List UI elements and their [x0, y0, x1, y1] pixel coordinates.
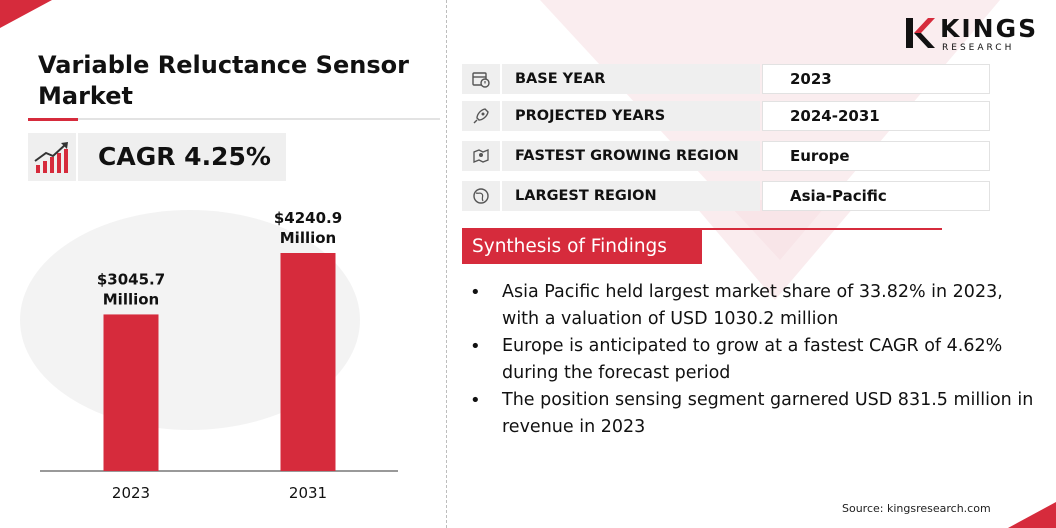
cagr-value: CAGR 4.25% [78, 133, 286, 181]
brand-name: KINGS [940, 14, 1039, 43]
title-underline [28, 118, 440, 121]
page-title: Variable Reluctance Sensor Market [38, 51, 409, 110]
info-row-label: FASTEST GROWING REGION [502, 141, 760, 171]
bar-2031 [280, 253, 336, 471]
brand-logo: KINGS RESEARCH [904, 16, 1036, 54]
info-row-label: LARGEST REGION [502, 181, 760, 211]
info-row: BASE YEAR 2023 [462, 64, 990, 94]
data-label: $4240.9 [274, 209, 342, 227]
finding-item: Asia Pacific held largest market share o… [470, 279, 1040, 333]
findings-list: Asia Pacific held largest market share o… [470, 279, 1040, 441]
x-tick-label: 2023 [112, 484, 150, 502]
synthesis-rule [462, 228, 942, 230]
bar-2023 [103, 314, 159, 471]
x-tick-label: 2031 [289, 484, 327, 502]
info-row-value: 2023 [762, 64, 990, 94]
corner-accent-top-left [0, 0, 52, 28]
cagr-icon-box [28, 133, 76, 181]
info-row: PROJECTED YEARS 2024-2031 [462, 101, 990, 131]
info-row-label: BASE YEAR [502, 64, 760, 94]
info-row-label: PROJECTED YEARS [502, 101, 760, 131]
finding-item: The position sensing segment garnered US… [470, 387, 1040, 441]
brand-sub: RESEARCH [942, 43, 1015, 53]
info-row: LARGEST REGION Asia-Pacific [462, 181, 990, 211]
calendar-clock-icon [462, 64, 500, 94]
info-row-value: Europe [762, 141, 990, 171]
data-label: $3045.7 [97, 270, 165, 288]
synthesis-title: Synthesis of Findings [462, 230, 702, 264]
rocket-icon [462, 101, 500, 131]
kings-logo-icon [906, 18, 935, 48]
corner-accent-bottom-right [1008, 502, 1056, 528]
info-row-value: Asia-Pacific [762, 181, 990, 211]
market-size-bar-chart: $3045.7 Million 2023 $4240.9 Million 2031 [40, 209, 398, 502]
globe-icon [462, 181, 500, 211]
finding-item: Europe is anticipated to grow at a faste… [470, 333, 1040, 387]
growth-chart-icon [34, 142, 68, 173]
source-note: Source: kingsresearch.com [842, 502, 991, 515]
data-label: Million [280, 229, 336, 247]
region-map-icon [462, 141, 500, 171]
info-row: FASTEST GROWING REGION Europe [462, 141, 990, 171]
column-divider [446, 0, 447, 528]
data-label: Million [103, 290, 159, 308]
info-row-value: 2024-2031 [762, 101, 990, 131]
